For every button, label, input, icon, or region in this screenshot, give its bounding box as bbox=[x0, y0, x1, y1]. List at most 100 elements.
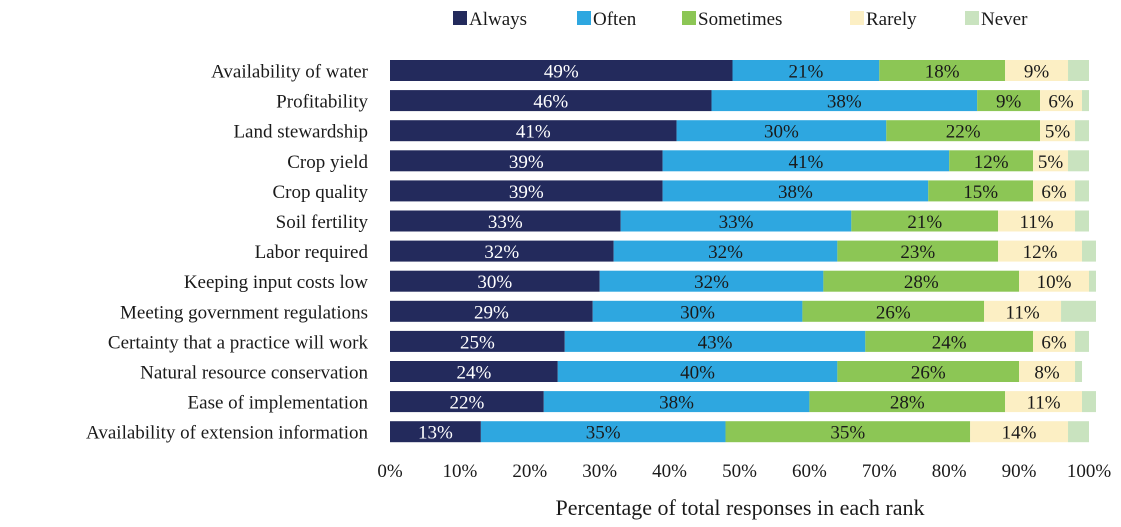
bar-row-labor-required: 32% 32% 23% 12% bbox=[390, 240, 1096, 263]
legend-item-rarely: Rarely bbox=[850, 9, 917, 30]
bar-segment-rarely bbox=[984, 300, 1062, 322]
x-tick-label: 80% bbox=[932, 461, 967, 482]
bar-segment-sometimes bbox=[837, 240, 999, 262]
data-label-often: 43% bbox=[698, 332, 733, 353]
data-label-sometimes: 9% bbox=[996, 92, 1022, 113]
bar-segment-rarely bbox=[998, 240, 1083, 262]
bar-segment-often bbox=[599, 270, 824, 292]
bar-row-land-stewardship: 41% 30% 22% 5% bbox=[390, 120, 1089, 143]
data-label-rarely: 5% bbox=[1045, 122, 1071, 143]
x-tick-label: 100% bbox=[1067, 461, 1112, 482]
data-label-sometimes: 26% bbox=[876, 302, 911, 323]
bar-segment-never bbox=[1089, 270, 1096, 292]
bar-segment-never bbox=[1082, 90, 1089, 112]
bar-row-keeping-input-costs-low: 30% 32% 28% 10% bbox=[390, 270, 1096, 293]
bar-segment-rarely bbox=[970, 421, 1069, 443]
bar-segment-never bbox=[1068, 150, 1089, 172]
x-tick-label: 60% bbox=[792, 461, 827, 482]
data-label-always: 46% bbox=[533, 92, 568, 113]
bar-segment-sometimes bbox=[949, 150, 1034, 172]
data-label-often: 30% bbox=[680, 302, 715, 323]
data-label-often: 35% bbox=[586, 423, 621, 444]
bar-segment-always bbox=[390, 60, 733, 81]
bar-segment-always bbox=[390, 421, 481, 443]
bar-segment-sometimes bbox=[837, 361, 1020, 382]
bar-segment-never bbox=[1075, 210, 1089, 232]
bar-segment-always bbox=[390, 150, 663, 172]
data-label-rarely: 5% bbox=[1038, 152, 1064, 173]
data-label-always: 39% bbox=[509, 182, 544, 203]
data-label-often: 32% bbox=[694, 272, 729, 293]
data-label-always: 49% bbox=[544, 62, 579, 83]
bar-row-availability-of-extension-information: 13% 35% 35% 14% bbox=[390, 421, 1089, 444]
legend-swatch bbox=[577, 11, 591, 25]
data-label-always: 32% bbox=[484, 242, 519, 263]
data-label-rarely: 11% bbox=[1020, 212, 1054, 233]
legend-item-sometimes: Sometimes bbox=[682, 9, 782, 30]
x-tick-labels: 0% 10% 20% 30% 40% 50% 60% 70% 80% 90% 100% bbox=[377, 461, 1111, 482]
data-label-always: 33% bbox=[488, 212, 523, 233]
bar-row-soil-fertility: 33% 33% 21% 11% bbox=[390, 210, 1089, 233]
data-label-sometimes: 24% bbox=[932, 332, 967, 353]
category-label: Natural resource conservation bbox=[140, 363, 368, 384]
legend-label: Rarely bbox=[866, 9, 917, 30]
data-label-rarely: 11% bbox=[1027, 393, 1061, 414]
category-label: Profitability bbox=[276, 92, 368, 113]
bar-segment-never bbox=[1075, 330, 1089, 352]
bar-segment-never bbox=[1075, 361, 1083, 382]
x-tick-label: 0% bbox=[377, 461, 403, 482]
bar-segment-often bbox=[662, 180, 929, 202]
legend-label: Sometimes bbox=[698, 9, 782, 30]
legend-label: Never bbox=[981, 9, 1028, 30]
category-label: Labor required bbox=[255, 242, 369, 263]
data-label-sometimes: 22% bbox=[946, 122, 981, 143]
bar-segment-always bbox=[390, 361, 558, 382]
data-label-sometimes: 12% bbox=[974, 152, 1009, 173]
bar-segment-always bbox=[390, 90, 712, 112]
category-label: Land stewardship bbox=[233, 122, 368, 143]
bar-segment-often bbox=[557, 361, 838, 382]
bar-segment-often bbox=[564, 330, 866, 352]
bar-row-natural-resource-conservation: 24% 40% 26% 8% bbox=[390, 361, 1083, 384]
data-label-always: 13% bbox=[418, 423, 453, 444]
category-label: Ease of implementation bbox=[188, 393, 369, 414]
bar-segment-often bbox=[620, 210, 852, 232]
bar-row-certainty-that-a-practice-will-work: 25% 43% 24% 6% bbox=[390, 330, 1089, 353]
bar-segment-never bbox=[1082, 391, 1096, 413]
data-label-rarely: 11% bbox=[1006, 302, 1040, 323]
data-label-rarely: 8% bbox=[1034, 363, 1060, 384]
bar-row-availability-of-water: 49% 21% 18% 9% bbox=[390, 60, 1089, 83]
data-label-always: 29% bbox=[474, 302, 509, 323]
bar-segment-always bbox=[390, 300, 593, 322]
bar-segment-sometimes bbox=[802, 300, 985, 322]
bar-row-ease-of-implementation: 22% 38% 28% 11% bbox=[390, 391, 1096, 414]
bar-segment-often bbox=[676, 120, 887, 142]
bar-row-profitability: 46% 38% 9% 6% bbox=[390, 90, 1089, 113]
data-label-rarely: 6% bbox=[1048, 92, 1074, 113]
bar-segment-often bbox=[732, 60, 880, 81]
data-label-often: 21% bbox=[788, 62, 823, 83]
data-label-often: 33% bbox=[719, 212, 754, 233]
legend-label: Always bbox=[469, 9, 527, 30]
data-label-sometimes: 35% bbox=[830, 423, 865, 444]
data-label-always: 25% bbox=[460, 332, 495, 353]
x-tick-label: 10% bbox=[442, 461, 477, 482]
bar-segment-sometimes bbox=[725, 421, 971, 443]
category-label: Soil fertility bbox=[276, 212, 369, 233]
data-label-often: 40% bbox=[680, 363, 715, 384]
legend-item-always: Always bbox=[453, 9, 527, 30]
bar-segment-always bbox=[390, 391, 544, 413]
data-label-sometimes: 26% bbox=[911, 363, 946, 384]
bar-segment-rarely bbox=[1033, 180, 1076, 202]
data-label-sometimes: 21% bbox=[907, 212, 942, 233]
data-label-always: 41% bbox=[516, 122, 551, 143]
data-label-rarely: 9% bbox=[1024, 62, 1050, 83]
x-tick-label: 20% bbox=[512, 461, 547, 482]
bar-segment-often bbox=[613, 240, 838, 262]
data-label-always: 39% bbox=[509, 152, 544, 173]
bar-segment-often bbox=[543, 391, 810, 413]
category-label: Availability of extension information bbox=[86, 423, 368, 444]
data-label-often: 32% bbox=[708, 242, 743, 263]
bar-segment-often bbox=[592, 300, 803, 322]
bar-segment-rarely bbox=[1040, 120, 1076, 142]
